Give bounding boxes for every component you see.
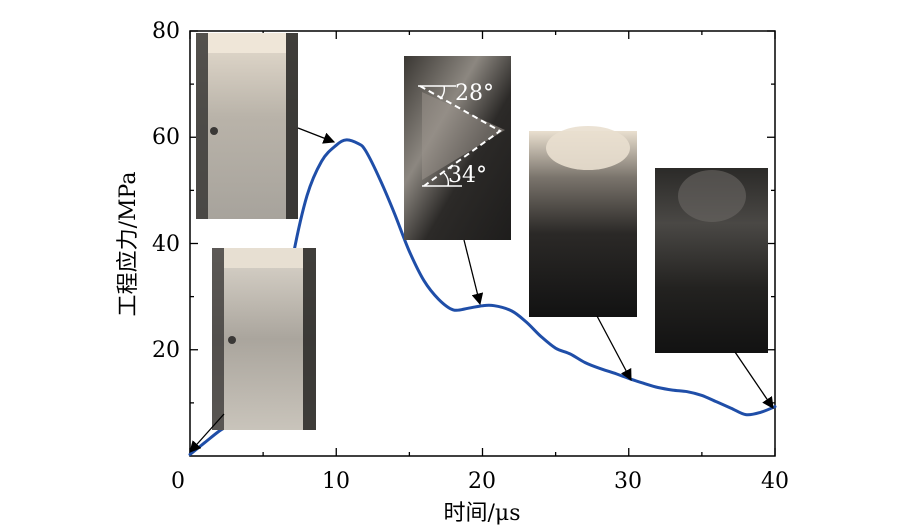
y-tick-label-80: 80 bbox=[152, 19, 180, 44]
inset-photo-5 bbox=[655, 168, 768, 353]
angle-label-34: 34° bbox=[448, 163, 487, 188]
inset-photo-3: 28° 34° bbox=[404, 56, 511, 240]
arrow-to-peak bbox=[297, 127, 336, 144]
y-tick-label-20: 20 bbox=[152, 338, 180, 363]
x-tick-label-10: 10 bbox=[322, 469, 350, 494]
y-tick-label-60: 60 bbox=[152, 125, 180, 150]
arrow-to-30us bbox=[596, 315, 632, 382]
arrow-to-start bbox=[189, 413, 225, 453]
inset-photo-2 bbox=[212, 248, 316, 430]
x-tick-label-20: 20 bbox=[468, 469, 496, 494]
x-axis-title: 时间/μs bbox=[443, 501, 520, 526]
axis-ticks bbox=[189, 30, 776, 456]
y-axis-title: 工程应力/MPa bbox=[116, 172, 141, 317]
crack-angle-lines bbox=[419, 85, 502, 187]
angle-label-28: 28° bbox=[455, 81, 494, 106]
inset-photo-4 bbox=[529, 126, 637, 317]
arrow-to-end bbox=[734, 351, 774, 409]
inset-photo-1 bbox=[196, 33, 298, 219]
x-tick-label-40: 40 bbox=[761, 469, 789, 494]
y-tick-label-40: 40 bbox=[152, 232, 180, 257]
x-tick-label-30: 30 bbox=[614, 469, 642, 494]
arrow-to-plateau bbox=[463, 239, 484, 306]
x-tick-label-0: 0 bbox=[171, 469, 185, 494]
